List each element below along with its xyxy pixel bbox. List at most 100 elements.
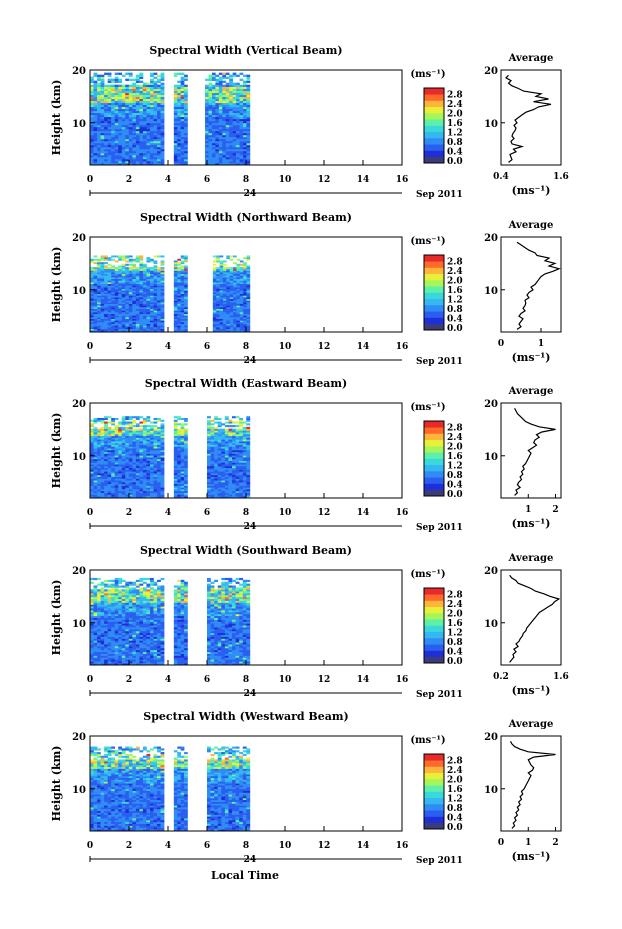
- heatmap-cell: [207, 494, 211, 497]
- heatmap-cell: [217, 448, 222, 451]
- heatmap-cell: [180, 298, 185, 301]
- heatmap-cell: [146, 268, 151, 271]
- heatmap-cell: [125, 130, 130, 134]
- heatmap-cell: [149, 277, 154, 280]
- heatmap-cell: [125, 280, 130, 283]
- heatmap-cell: [232, 476, 236, 479]
- heatmap-cell: [90, 110, 94, 114]
- x-tick-label: 4: [165, 508, 171, 518]
- heatmap-cell: [160, 460, 165, 463]
- heatmap-cell: [107, 138, 112, 142]
- heatmap-cell: [180, 265, 185, 268]
- heatmap-cell: [93, 430, 98, 433]
- heatmap-cell: [93, 124, 98, 128]
- heatmap-cell: [132, 483, 137, 486]
- heatmap-cell: [216, 270, 220, 273]
- heatmap-cell: [236, 277, 241, 280]
- heatmap-cell: [160, 104, 165, 108]
- heatmap-cell: [93, 108, 98, 112]
- heatmap-cell: [219, 285, 224, 288]
- heatmap-cell: [111, 473, 115, 476]
- heatmap-cell: [221, 481, 226, 485]
- heatmap-cell: [211, 94, 216, 98]
- heatmap-cell: [246, 120, 251, 124]
- heatmap-cell: [173, 267, 178, 270]
- heatmap-cell: [107, 292, 112, 295]
- heatmap-cell: [104, 122, 108, 126]
- heatmap-cell: [125, 267, 130, 270]
- heatmap-cell: [222, 106, 227, 110]
- heatmap-cell: [177, 272, 181, 275]
- heatmap-cell: [207, 465, 211, 469]
- heatmap-cell: [160, 325, 165, 328]
- heatmap-cell: [157, 94, 161, 98]
- heatmap-cell: [114, 150, 119, 154]
- heatmap-cell: [121, 265, 126, 268]
- heatmap-cell: [236, 102, 240, 106]
- heatmap-cell: [135, 312, 140, 314]
- heatmap-cell: [93, 114, 98, 118]
- heatmap-cell: [90, 106, 94, 110]
- heatmap-cell: [239, 158, 244, 162]
- heatmap-cell: [157, 124, 161, 128]
- heatmap-cell: [121, 293, 126, 296]
- heatmap-cell: [149, 100, 154, 104]
- heatmap-cell: [208, 94, 213, 98]
- heatmap-cell: [173, 305, 178, 308]
- heatmap-cell: [139, 448, 144, 451]
- heatmap-cell: [125, 494, 130, 497]
- heatmap-cell: [149, 154, 154, 158]
- heatmap-cell: [243, 136, 247, 140]
- heatmap-cell: [97, 146, 101, 150]
- heatmap-cell: [107, 318, 112, 321]
- heatmap-cell: [177, 441, 181, 444]
- x-tick-label: 16: [396, 508, 409, 518]
- colorbar-swatch: [424, 471, 444, 478]
- heatmap-cell: [90, 140, 94, 144]
- heatmap-cell: [184, 148, 188, 152]
- heatmap-cell: [100, 144, 105, 148]
- heatmap-cell: [177, 490, 181, 493]
- heatmap-cell: [107, 492, 112, 495]
- heatmap-cell: [107, 112, 112, 116]
- heatmap-cell: [153, 455, 158, 458]
- heatmap-cell: [236, 265, 241, 268]
- heatmap-cell: [160, 86, 165, 89]
- heatmap-cell: [139, 120, 144, 124]
- heatmap-cell: [149, 661, 154, 664]
- heatmap-cell: [142, 489, 147, 492]
- heatmap-cell: [233, 280, 237, 283]
- heatmap-cell: [173, 457, 178, 460]
- heatmap-cell: [205, 92, 209, 96]
- heatmap-cell: [125, 90, 130, 94]
- heatmap-cell: [205, 136, 209, 140]
- heatmap-cell: [246, 152, 251, 156]
- heatmap-cell: [142, 439, 147, 442]
- heatmap-cell: [210, 419, 215, 422]
- heatmap-cell: [142, 300, 147, 303]
- heatmap-cell: [97, 270, 101, 273]
- heatmap-cell: [114, 471, 119, 474]
- heatmap-cell: [157, 310, 161, 313]
- heatmap-cell: [149, 98, 154, 102]
- heatmap-cell: [128, 487, 133, 490]
- heatmap-cell: [100, 453, 105, 456]
- heatmap-cell: [128, 453, 133, 456]
- heatmap-cell: [97, 104, 101, 108]
- heatmap-cell: [93, 449, 98, 453]
- heatmap-cell: [235, 465, 240, 469]
- heatmap-cell: [93, 290, 98, 293]
- heatmap-cell: [149, 471, 154, 474]
- heatmap-cell: [177, 298, 181, 301]
- heatmap-cell: [232, 140, 237, 144]
- heatmap-cell: [128, 307, 133, 310]
- heatmap-cell: [224, 483, 229, 486]
- heatmap-cell: [184, 453, 188, 456]
- heatmap-cell: [212, 275, 217, 278]
- heatmap-cell: [118, 130, 123, 134]
- heatmap-cell: [246, 458, 251, 461]
- heatmap-cell: [222, 102, 227, 106]
- heatmap-cell: [128, 102, 133, 106]
- heatmap-cell: [177, 94, 181, 98]
- heatmap-cell: [207, 481, 211, 485]
